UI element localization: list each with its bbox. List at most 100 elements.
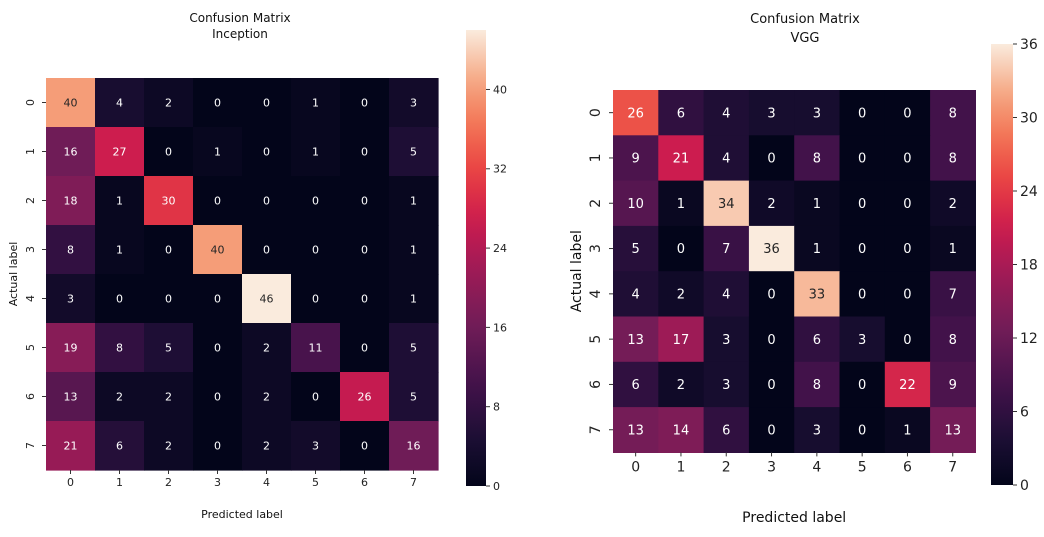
heatmap-cell <box>748 316 795 363</box>
heatmap-cell <box>839 361 886 408</box>
heatmap-cell <box>291 323 341 373</box>
cell-value-label: 0 <box>767 378 775 393</box>
heatmap-cell <box>340 78 390 128</box>
heatmap-cell <box>193 421 243 471</box>
chart-subtitle: Inception <box>212 27 268 41</box>
cell-value-label: 6 <box>632 378 640 393</box>
cell-value-label: 2 <box>767 197 775 212</box>
cell-value-label: 2 <box>949 197 957 212</box>
x-tick-label: 5 <box>858 459 867 475</box>
cell-value-label: 26 <box>627 106 644 121</box>
cell-value-label: 0 <box>903 152 911 167</box>
cell-value-label: 0 <box>361 194 368 207</box>
heatmap-cell <box>794 407 841 453</box>
cell-value-label: 8 <box>949 333 957 348</box>
heatmap-cell <box>389 127 439 177</box>
heatmap-cell <box>703 271 750 318</box>
heatmap-cell <box>46 225 96 275</box>
heatmap-cell <box>46 421 96 471</box>
heatmap-cell <box>340 176 390 226</box>
y-tick-label: 3 <box>588 244 604 253</box>
heatmap-cell <box>930 180 976 227</box>
x-tick-label: 2 <box>722 459 731 475</box>
y-tick-label: 0 <box>588 108 604 117</box>
heatmap-cell <box>658 225 705 272</box>
cell-value-label: 2 <box>677 378 685 393</box>
cell-value-label: 40 <box>211 243 225 256</box>
heatmap-cell <box>242 274 292 324</box>
heatmap-cell <box>291 127 341 177</box>
heatmap-cell <box>46 372 96 422</box>
cell-value-label: 5 <box>632 242 640 257</box>
cell-value-label: 3 <box>813 106 821 121</box>
cell-value-label: 14 <box>673 423 690 438</box>
heatmap-cell <box>839 135 886 182</box>
cell-value-label: 5 <box>410 390 417 403</box>
cell-value-label: 0 <box>858 423 866 438</box>
cell-value-label: 0 <box>361 439 368 452</box>
x-tick-label: 7 <box>948 459 957 475</box>
x-tick-label: 3 <box>767 459 776 475</box>
y-tick-label: 6 <box>588 380 604 389</box>
heatmap-cell <box>658 90 705 136</box>
cell-value-label: 8 <box>67 243 74 256</box>
cell-value-label: 26 <box>358 390 372 403</box>
cell-value-label: 34 <box>718 197 735 212</box>
y-tick-label: 1 <box>588 153 604 162</box>
heatmap-cell <box>839 316 886 363</box>
heatmap-cell <box>794 361 841 408</box>
heatmap-cell <box>748 361 795 408</box>
heatmap-cell <box>748 407 795 453</box>
x-tick-label: 6 <box>361 476 368 489</box>
cell-value-label: 0 <box>214 96 221 109</box>
cell-value-label: 0 <box>858 378 866 393</box>
heatmap-cell <box>95 323 145 373</box>
heatmap-cell <box>613 407 659 453</box>
y-tick-label: 5 <box>588 335 604 344</box>
cell-value-label: 4 <box>722 288 730 303</box>
heatmap-cell <box>658 271 705 318</box>
heatmap-cell <box>884 271 931 318</box>
heatmap-cell <box>658 135 705 182</box>
cell-value-label: 40 <box>64 96 78 109</box>
heatmap-cell <box>340 323 390 373</box>
heatmap-cell <box>389 176 439 226</box>
y-tick-label: 4 <box>588 289 604 298</box>
heatmap-cell <box>703 407 750 453</box>
heatmap-cell <box>144 323 194 373</box>
y-tick-label: 2 <box>588 199 604 208</box>
heatmap-cell <box>613 90 659 136</box>
y-tick-label: 4 <box>24 295 37 302</box>
heatmap-cell <box>95 372 145 422</box>
heatmap-cell <box>884 135 931 182</box>
colorbar <box>991 44 1013 485</box>
cell-value-label: 0 <box>903 106 911 121</box>
y-tick-label: 6 <box>24 393 37 400</box>
x-tick-label: 0 <box>67 476 74 489</box>
heatmap-cell <box>839 90 886 136</box>
cell-value-label: 1 <box>410 292 417 305</box>
heatmap-cell <box>291 421 341 471</box>
y-axis-label: Actual label <box>7 242 20 307</box>
heatmap-cell <box>613 271 659 318</box>
heatmap-cell <box>884 225 931 272</box>
y-tick-label: 3 <box>24 246 37 253</box>
cell-value-label: 2 <box>263 439 270 452</box>
cell-value-label: 0 <box>263 243 270 256</box>
cell-value-label: 3 <box>722 378 730 393</box>
colorbar-tick-label: 0 <box>493 480 500 493</box>
heatmap-cell <box>340 274 390 324</box>
heatmap-cell <box>930 361 976 408</box>
heatmap-cell <box>291 372 341 422</box>
cell-value-label: 8 <box>813 152 821 167</box>
x-tick-label: 5 <box>312 476 319 489</box>
heatmap-cell <box>242 225 292 275</box>
heatmap-cell <box>291 78 341 128</box>
cell-value-label: 0 <box>263 194 270 207</box>
cell-value-label: 0 <box>858 106 866 121</box>
cell-value-label: 16 <box>407 439 421 452</box>
x-tick-label: 7 <box>410 476 417 489</box>
heatmap-cell <box>389 78 439 128</box>
cell-value-label: 18 <box>64 194 78 207</box>
